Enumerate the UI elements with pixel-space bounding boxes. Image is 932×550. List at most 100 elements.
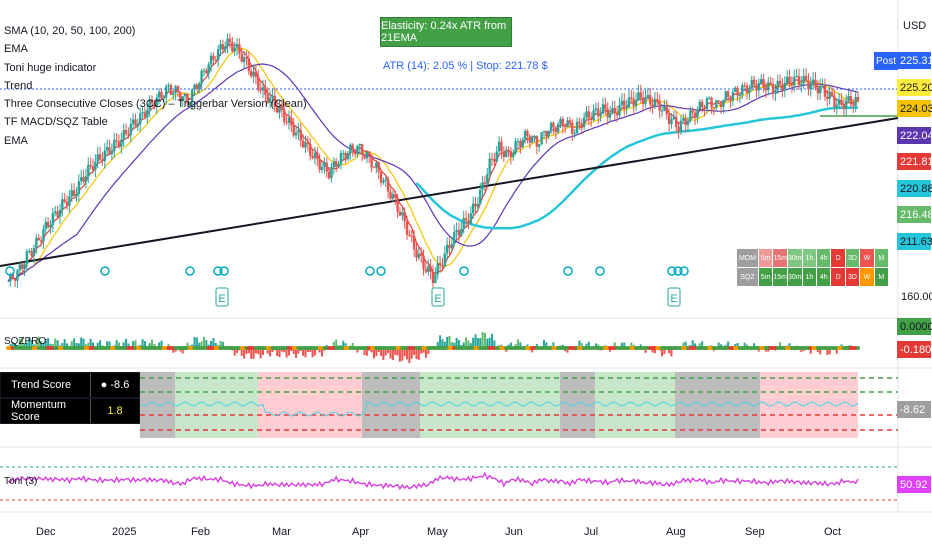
candle-body: [828, 92, 831, 99]
sqz-bar: [200, 341, 203, 348]
legend-3cc[interactable]: Three Consecutive Closes (3CC) – Trigger…: [4, 98, 307, 111]
sqz-bar: [106, 341, 109, 348]
candle-body: [42, 229, 45, 242]
candle-body: [528, 135, 532, 143]
time-axis-label: Dec: [36, 526, 56, 538]
candle-body: [514, 141, 517, 153]
sqz-bar: [54, 338, 57, 348]
sqz-bar: [318, 348, 321, 353]
time-axis-label: Apr: [352, 526, 370, 538]
candle-body: [287, 117, 291, 123]
candle-body: [788, 76, 791, 84]
sqz-dot: [856, 346, 860, 350]
candle-body: [571, 122, 574, 134]
candle-body: [741, 85, 744, 95]
candle-body: [143, 112, 147, 118]
candle-body: [679, 120, 683, 132]
candle-body: [856, 96, 860, 102]
candle-body: [200, 70, 203, 84]
candle-body: [148, 99, 151, 110]
candle-body: [608, 113, 612, 118]
sqz-bar: [61, 343, 64, 348]
candle-body: [290, 117, 293, 126]
sqz-bar: [835, 348, 838, 354]
candle-body: [797, 75, 801, 85]
candle-body: [94, 161, 97, 171]
candle-body: [785, 76, 789, 83]
sqz-bar: [401, 348, 404, 361]
legend-ema-2[interactable]: EMA: [4, 134, 28, 147]
trendline[interactable]: [0, 117, 899, 267]
candle-body: [802, 76, 805, 84]
sqzpro-label[interactable]: SQZPRO: [4, 336, 47, 347]
mtf-row-label: SQZ: [736, 267, 759, 287]
candle-body: [630, 97, 633, 99]
candle-body: [65, 201, 69, 206]
sqz-bar: [219, 340, 222, 348]
candle-body: [91, 166, 95, 171]
indicator-legend: SMA (10, 20, 50, 100, 200) EMA Toni huge…: [4, 22, 307, 150]
mtf-cell: 30m: [787, 248, 803, 268]
candle-body: [283, 109, 286, 122]
candle-body: [726, 91, 730, 97]
sqz-bar: [491, 333, 494, 348]
candle-body: [684, 118, 687, 125]
mtf-cell: M: [873, 248, 889, 268]
legend-sma[interactable]: SMA (10, 20, 50, 100, 200): [4, 25, 136, 37]
candle-body: [542, 130, 546, 133]
mtf-cell: W: [859, 267, 875, 287]
legend-toni-huge[interactable]: Toni huge indicator: [4, 61, 97, 74]
candle-body: [18, 264, 22, 271]
sqz-bar: [472, 337, 475, 348]
event-dot: [667, 266, 677, 276]
sqz-bar: [384, 348, 387, 356]
sqz-bar: [108, 341, 111, 348]
candle-body: [131, 119, 135, 124]
candle-body: [212, 55, 215, 60]
candle-body: [481, 182, 484, 190]
sqz-bar: [613, 342, 616, 348]
candle-body: [394, 194, 397, 198]
legend-tf-macd[interactable]: TF MACD/SQZ Table: [4, 116, 108, 129]
candle-body: [599, 113, 602, 117]
candle-body: [507, 150, 510, 152]
candle-body: [686, 120, 690, 125]
candle-body: [301, 140, 305, 148]
candle-body: [389, 191, 392, 199]
sqz-bar: [479, 338, 482, 348]
legend-ema[interactable]: EMA: [4, 43, 28, 56]
candle-body: [72, 190, 76, 197]
sqz-bar: [753, 343, 756, 348]
earnings-marker-label: E: [670, 293, 677, 305]
candle-body: [77, 181, 81, 195]
price-candles[interactable]: [9, 33, 860, 289]
toni-label[interactable]: Toni (3): [4, 476, 38, 487]
candle-body: [512, 152, 515, 157]
sqz-bar: [205, 340, 208, 348]
momentum-score-value: 1.8: [91, 399, 139, 423]
sqz-bar: [448, 335, 451, 348]
candle-body: [146, 109, 149, 118]
candle-body: [736, 87, 739, 96]
time-axis-label: Oct: [824, 526, 842, 538]
candle-body: [153, 103, 156, 108]
sqz-bar: [80, 337, 83, 348]
candle-body: [793, 76, 796, 86]
sqz-bar: [465, 337, 468, 348]
sqz-bar: [158, 342, 161, 348]
legend-trend[interactable]: Trend: [4, 79, 33, 92]
candle-body: [483, 182, 487, 184]
currency-label[interactable]: USD: [903, 20, 927, 32]
sqz-bar: [630, 342, 633, 348]
candle-body: [84, 176, 88, 182]
sqz-bar: [436, 341, 439, 348]
candle-body: [670, 119, 673, 124]
mtf-row: SQZ 5m 15m 30m 1h 4h D 3D W M: [736, 267, 889, 287]
candle-body: [613, 108, 617, 114]
price-tag: 220.88: [897, 180, 932, 197]
sqz-bar: [89, 338, 92, 348]
candle-body: [334, 161, 338, 167]
sqz-bar: [396, 348, 399, 356]
earnings-marker: [667, 287, 681, 307]
